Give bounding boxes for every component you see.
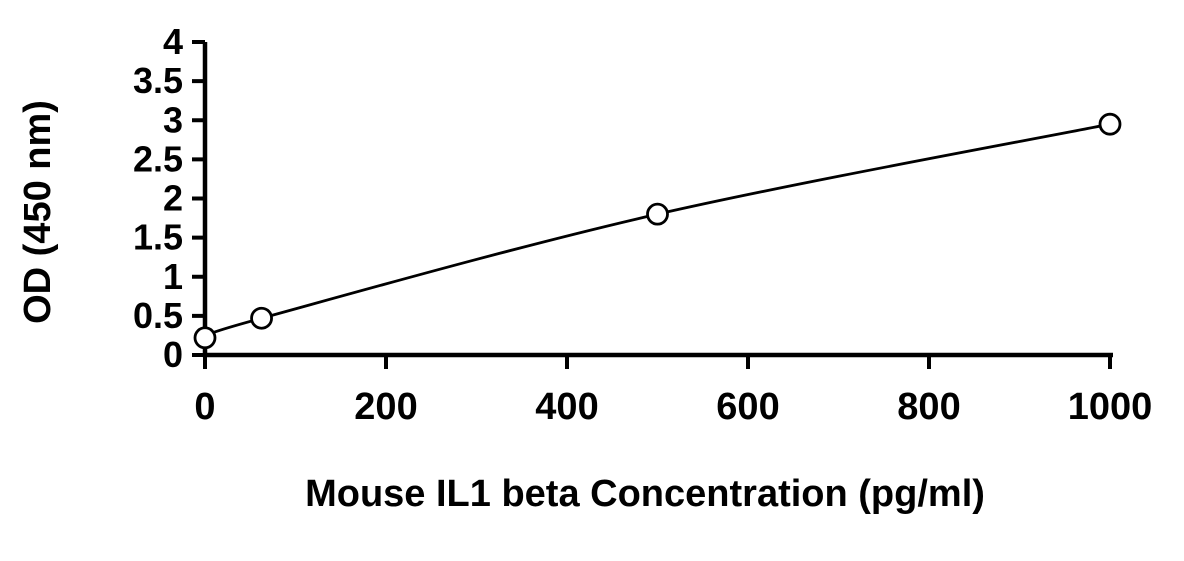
- y-tick-label: 1: [163, 256, 183, 297]
- y-tick-label: 3: [163, 99, 183, 140]
- x-tick-label: 800: [897, 386, 960, 428]
- plot-area: 00.511.522.533.540 200 400 600 800 1000: [133, 21, 1152, 428]
- y-tick-label: 0: [163, 334, 183, 375]
- y-axis-title: OD (450 nm): [17, 100, 59, 324]
- y-tick-label: 3.5: [133, 60, 183, 101]
- y-tick-label: 4: [163, 21, 183, 62]
- data-line: [204, 122, 1111, 340]
- x-axis-title: Mouse IL1 beta Concentration (pg/ml): [305, 473, 985, 515]
- data-point-marker: [1098, 112, 1122, 136]
- data-point-marker: [193, 326, 217, 350]
- y-tick-label: 2.5: [133, 138, 183, 179]
- x-tick-label: 200: [354, 386, 417, 428]
- x-tick-label: 600: [716, 386, 779, 428]
- y-tick-label: 1.5: [133, 217, 183, 258]
- y-tick-label: 2: [163, 178, 183, 219]
- y-tick-label: 0.5: [133, 295, 183, 336]
- x-tick-label: 400: [535, 386, 598, 428]
- x-tick-label: 0: [194, 386, 215, 428]
- data-point-marker: [250, 306, 273, 330]
- x-tick-label: 1000: [1068, 386, 1153, 428]
- axis-lines: [202, 42, 1113, 358]
- data-point-marker: [646, 202, 669, 226]
